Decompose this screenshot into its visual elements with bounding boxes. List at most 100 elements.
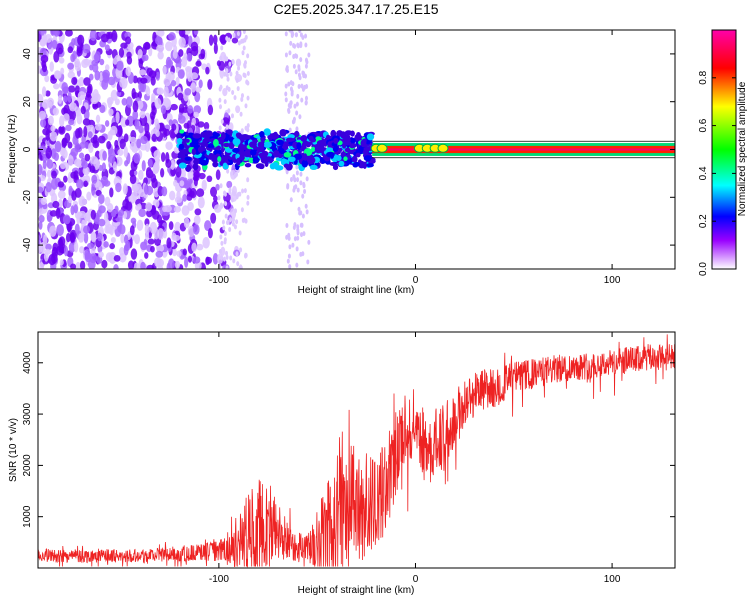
noise-speckle [74,58,80,67]
noise-speckle [65,124,72,132]
noise-speckle [207,104,214,116]
band-blob [279,129,287,137]
y-tick-label: 4000 [22,351,33,374]
noise-speckle [98,218,106,227]
smear-speckle [296,187,300,193]
snr-xlabel: Height of straight line (km) [298,585,415,596]
snr-frame [37,331,676,569]
band-blob [335,155,342,161]
noise-speckle [240,93,244,99]
noise-speckle [173,206,182,213]
noise-speckle [225,68,229,74]
smear-speckle [291,242,295,248]
y-tick-label: 2000 [22,454,33,477]
noise-speckle [51,252,58,264]
smear-speckle [289,86,293,92]
noise-speckle [113,264,119,269]
noise-speckle [84,141,90,149]
noise-speckle [147,238,155,245]
noise-speckle [240,207,244,213]
noise-speckle [213,204,222,213]
band-blob [193,159,200,165]
noise-speckle [62,86,69,95]
band-blob [204,135,210,142]
noise-speckle [163,86,169,98]
noise-speckle [133,262,141,269]
smear-speckle [294,69,298,75]
noise-speckle [176,250,182,257]
smear-speckle [298,30,302,34]
band-blob [273,131,278,136]
smear-speckle [293,43,297,49]
noise-speckle [44,75,50,83]
noise-speckle [187,201,194,211]
noise-speckle [125,201,133,211]
noise-speckle [165,141,173,151]
smear-speckle [296,224,300,230]
noise-speckle [115,156,123,167]
band-blob [248,157,254,164]
noise-speckle [246,53,250,59]
y-tick-label: 3000 [22,403,33,426]
band-blob [238,143,246,151]
spectrogram-xlabel: Height of straight line (km) [298,285,415,296]
noise-speckle [78,210,87,219]
band-blob [184,156,192,161]
band-blob [213,132,221,138]
bright-blob [437,143,449,153]
noise-speckle [133,152,141,164]
noise-speckle [82,43,91,54]
noise-speckle [244,34,248,40]
noise-speckle [148,70,157,78]
noise-speckle [145,87,151,97]
noise-speckle [226,168,230,174]
noise-speckle [123,133,129,143]
noise-speckle [179,180,185,187]
band-blob [311,146,316,152]
band-blob [279,147,285,155]
noise-speckle [231,89,235,95]
noise-speckle [45,243,52,251]
smear-speckle [297,206,301,212]
noise-speckle [58,125,66,135]
noise-speckle [102,150,107,161]
band-blob [283,163,289,168]
noise-speckle [145,169,154,179]
noise-speckle [171,123,177,131]
band-blob [344,147,351,153]
smear-speckle [286,258,290,264]
noise-speckle [79,246,85,254]
noise-speckle [181,106,190,114]
band-blob [326,151,335,158]
noise-speckle [76,113,83,125]
noise-speckle [197,196,205,209]
colorbar-tick-label: 0.6 [698,118,709,132]
smear-speckle [295,262,299,268]
band-blob [300,134,308,142]
noise-speckle [145,202,153,212]
smear-speckle [305,84,309,90]
noise-speckle [83,180,88,187]
smear-speckle [295,126,299,132]
noise-speckle [40,118,47,128]
band-blob [355,152,361,158]
smear-speckle [303,188,307,194]
noise-speckle [136,138,142,149]
noise-speckle [171,232,177,241]
noise-speckle [101,162,106,172]
smear-speckle [292,118,296,124]
noise-speckle [126,51,132,59]
band-blob [360,139,367,148]
noise-speckle [73,241,79,253]
noise-speckle [241,218,245,224]
noise-speckle [157,30,165,37]
noise-speckle [187,255,193,263]
band-blob [185,138,190,143]
band-blob [342,137,351,143]
noise-speckle [246,70,250,76]
noise-speckle [224,201,228,207]
noise-speckle [101,259,108,269]
noise-speckle [39,261,45,269]
noise-speckle [76,179,84,189]
colorbar-tick-label: 0.2 [698,214,709,228]
